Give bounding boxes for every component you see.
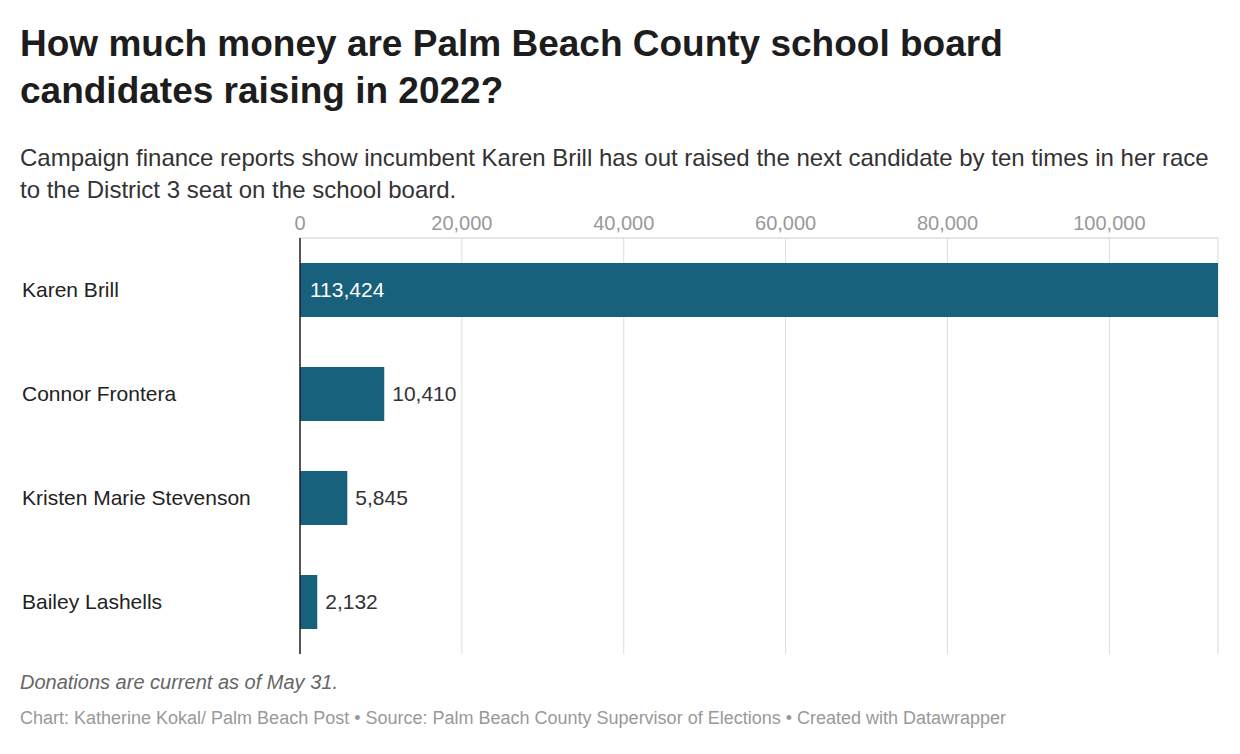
svg-text:Bailey Lashells: Bailey Lashells	[22, 590, 162, 613]
svg-text:100,000: 100,000	[1073, 212, 1145, 234]
svg-text:80,000: 80,000	[917, 212, 978, 234]
svg-text:20,000: 20,000	[431, 212, 492, 234]
svg-text:60,000: 60,000	[755, 212, 816, 234]
svg-text:2,132: 2,132	[325, 590, 378, 613]
svg-text:0: 0	[294, 212, 305, 234]
html-text:Campaign finance reports show: Campaign finance reports show incumbent …	[20, 144, 1209, 203]
html-text:Chart: Katherine Kokal/ Palm B: Chart: Katherine Kokal/ Palm Beach Post …	[20, 708, 1007, 728]
svg-text:5,845: 5,845	[355, 486, 408, 509]
html-text:How much money are Palm Beach: How much money are Palm Beach County sch…	[20, 23, 1003, 111]
svg-text:Connor Frontera: Connor Frontera	[22, 382, 176, 405]
svg-text:Kristen Marie Stevenson: Kristen Marie Stevenson	[22, 486, 251, 509]
svg-text:40,000: 40,000	[593, 212, 654, 234]
svg-text:Karen Brill: Karen Brill	[22, 278, 119, 301]
svg-text:113,424: 113,424	[310, 278, 385, 301]
svg-text:10,410: 10,410	[392, 382, 456, 405]
html-text:Donations are current as of Ma: Donations are current as of May 31.	[20, 671, 338, 693]
